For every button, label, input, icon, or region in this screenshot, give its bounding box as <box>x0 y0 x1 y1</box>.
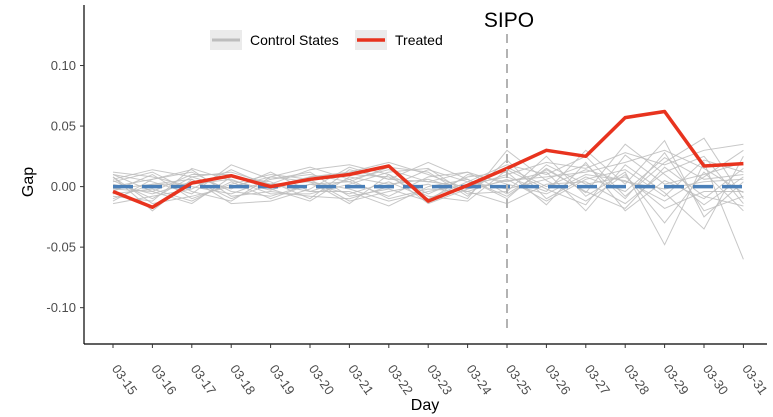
control-state-line-9 <box>112 139 744 218</box>
x-tick-label: 03-21 <box>345 362 376 398</box>
treated-line <box>112 109 744 209</box>
y-tick-label: 0.10 <box>51 58 76 73</box>
y-axis-title: Gap <box>20 167 37 197</box>
x-axis-title: Day <box>411 397 439 414</box>
x-tick-label: 03-26 <box>542 362 573 398</box>
control-lines <box>112 137 744 260</box>
control-state-line-6 <box>112 149 744 224</box>
y-tick-label: 0.00 <box>51 179 76 194</box>
legend-label-control-states: Control States <box>250 32 339 48</box>
axes <box>83 5 767 345</box>
treated-line-group <box>112 109 744 209</box>
x-tick-label: 03-31 <box>739 362 770 398</box>
x-tick-label: 03-29 <box>661 362 692 398</box>
x-tick-label: 03-18 <box>227 362 258 398</box>
x-tick-label: 03-23 <box>424 362 455 398</box>
control-state-line-17 <box>112 166 744 209</box>
x-tick-label: 03-30 <box>700 362 731 398</box>
legend-label-treated: Treated <box>395 32 443 48</box>
control-state-line-8 <box>112 155 744 260</box>
x-tick-label: 03-27 <box>582 362 613 398</box>
x-tick-label: 03-17 <box>188 362 219 398</box>
x-tick-label: 03-28 <box>621 362 652 398</box>
control-state-line-16 <box>112 159 744 205</box>
control-state-line-10 <box>112 155 744 205</box>
sipo-annotation: SIPO <box>484 9 534 332</box>
sipo-label: SIPO <box>484 9 534 32</box>
y-tick-label: 0.05 <box>51 119 76 134</box>
control-state-line-14 <box>112 154 744 206</box>
x-tick-label: 03-16 <box>148 362 179 398</box>
y-ticks: 0.10 0.05 0.00 -0.05 -0.10 <box>46 58 84 315</box>
x-ticks: 03-15 03-16 03-17 03-18 03-19 03-20 03-21 03-22… <box>109 344 771 398</box>
legend: Control States Treated <box>210 30 443 50</box>
x-tick-label: 03-20 <box>306 362 337 398</box>
x-tick-label: 03-24 <box>464 362 495 398</box>
x-tick-label: 03-25 <box>503 362 534 398</box>
y-tick-label: -0.05 <box>46 240 76 255</box>
control-state-line-7 <box>112 161 744 212</box>
y-tick-label: -0.10 <box>46 300 76 315</box>
x-tick-label: 03-22 <box>385 362 416 398</box>
x-tick-label: 03-19 <box>267 362 298 398</box>
x-tick-label: 03-15 <box>109 362 140 398</box>
